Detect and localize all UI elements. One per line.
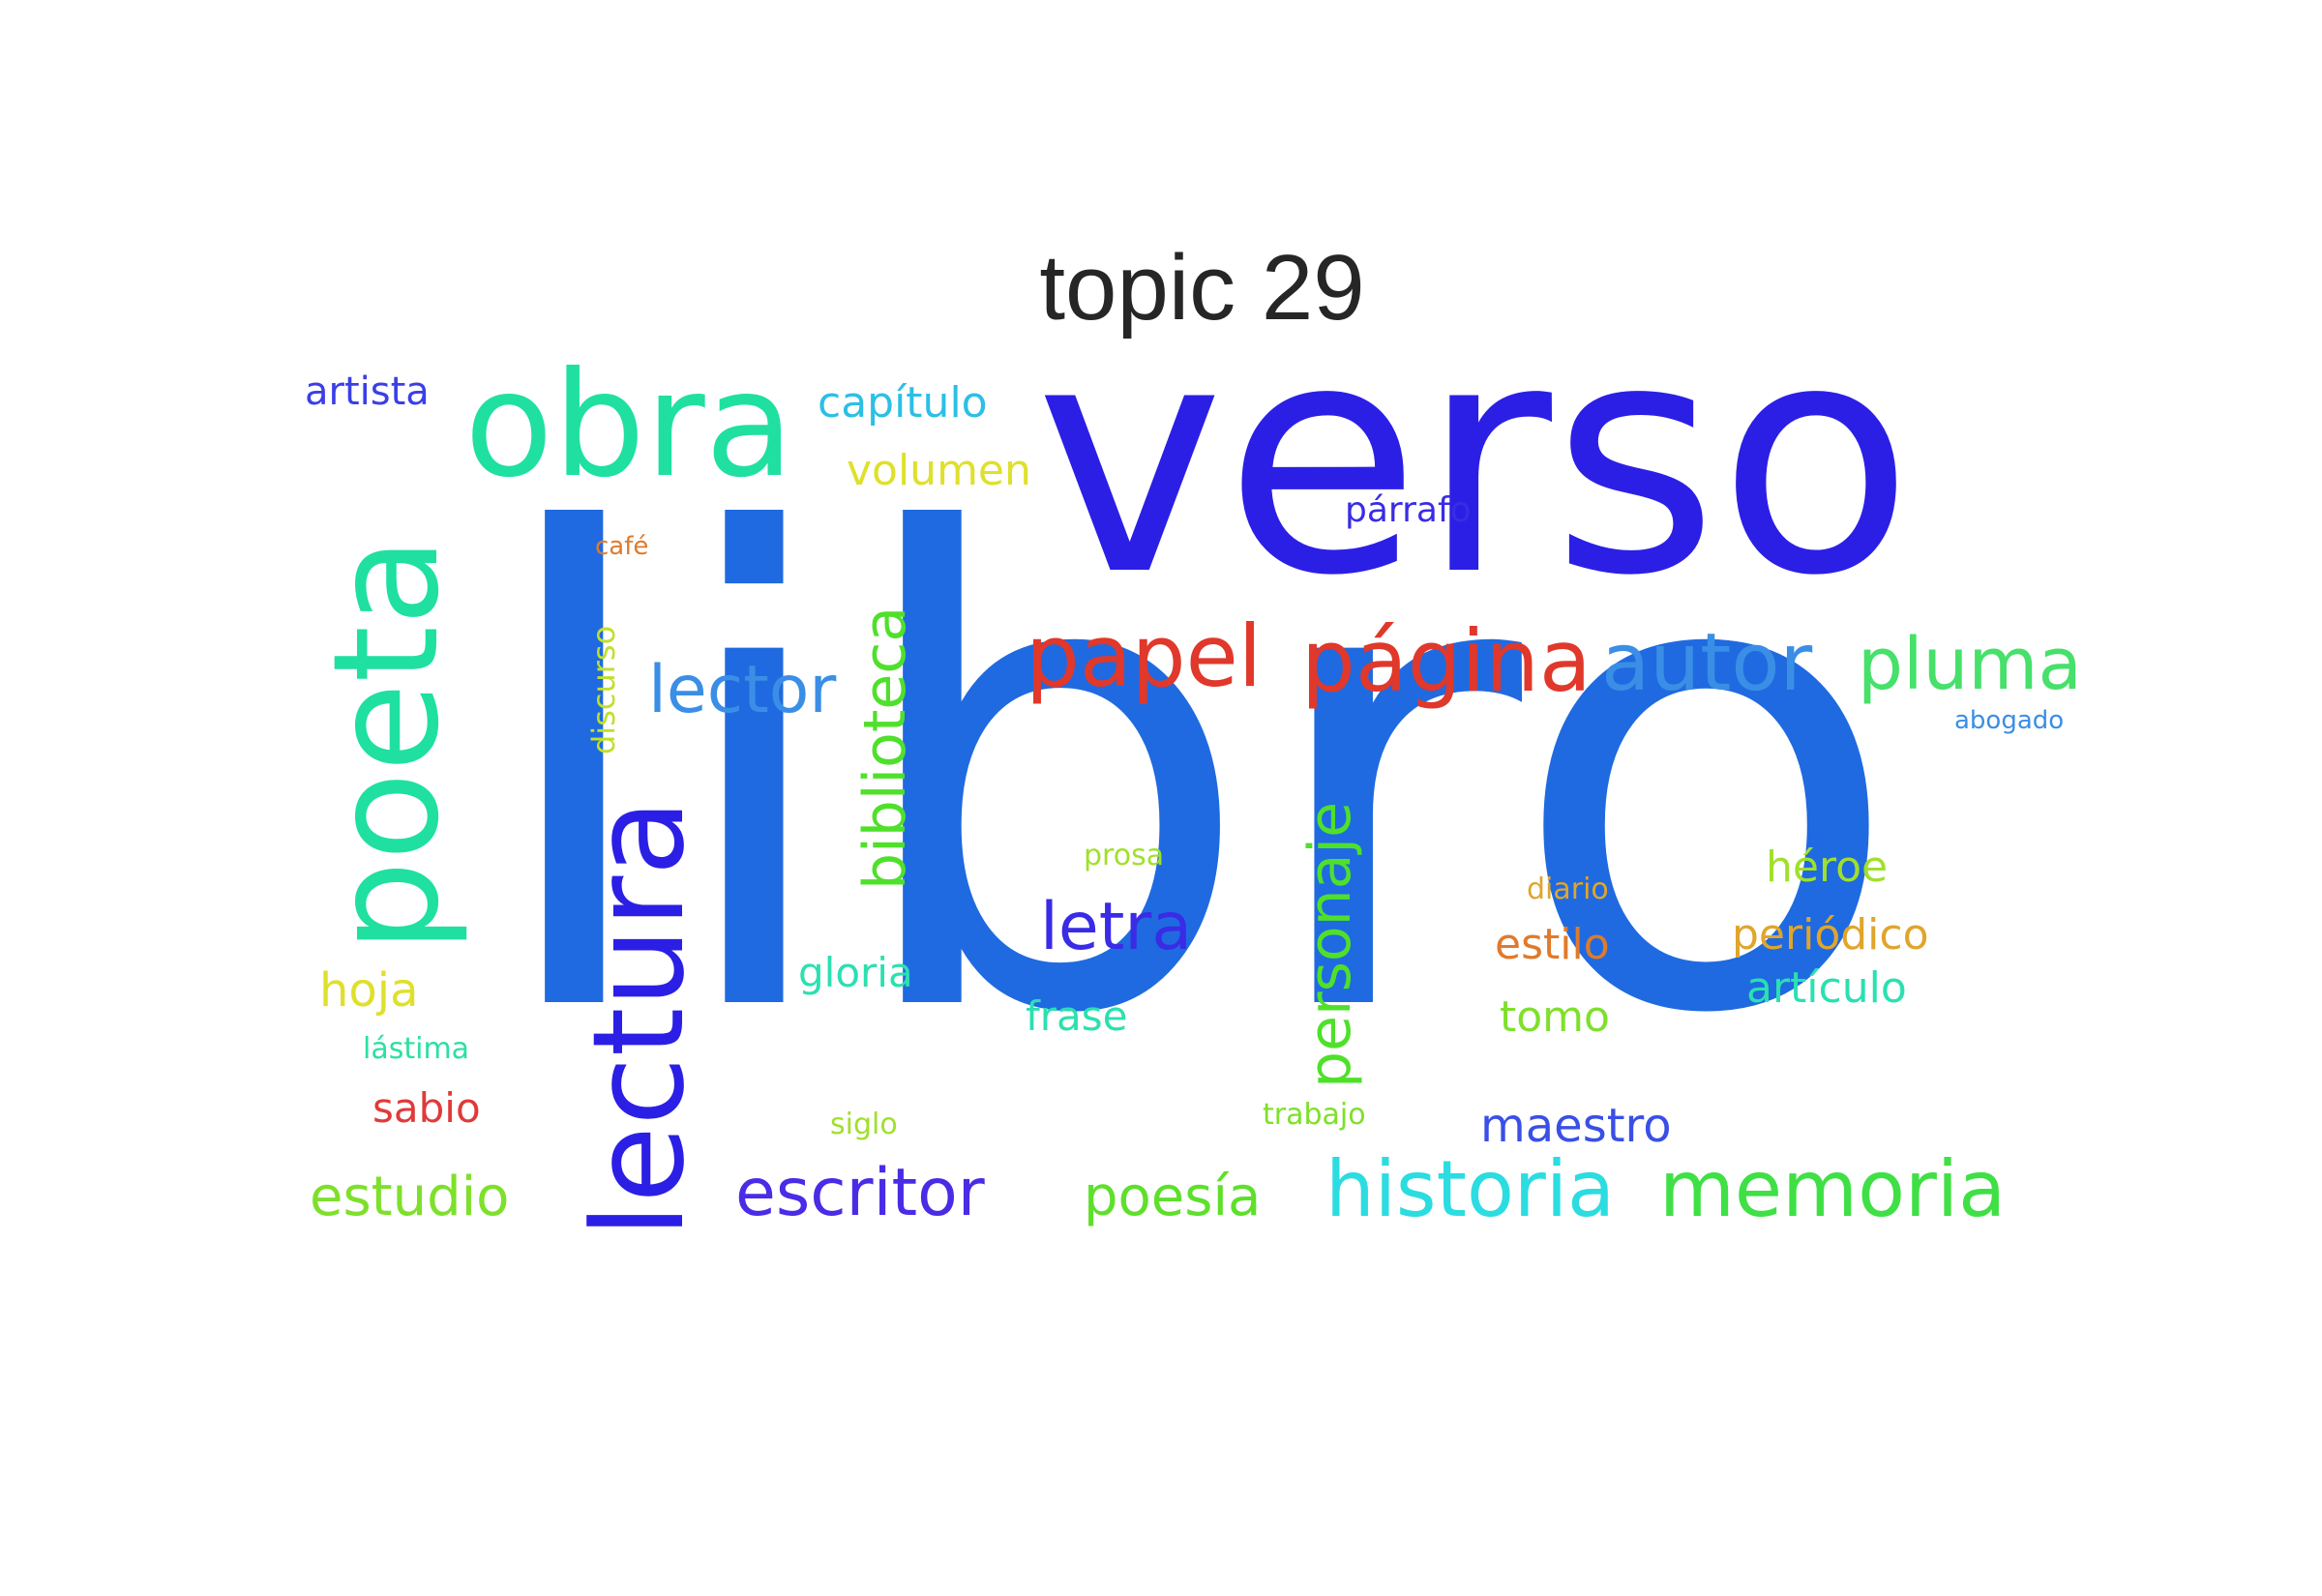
word-capitulo: capítulo — [818, 378, 988, 428]
word-historia: historia — [1325, 1144, 1616, 1234]
word-escritor: escritor — [735, 1155, 985, 1231]
word-discurso: discurso — [585, 625, 622, 754]
word-lector: lector — [648, 652, 837, 728]
word-letra: letra — [1040, 889, 1193, 965]
word-personaje: personaje — [1296, 801, 1364, 1088]
word-siglo: siglo — [830, 1108, 898, 1141]
word-trabajo: trabajo — [1263, 1098, 1366, 1132]
word-parrafo: párrafo — [1345, 490, 1472, 530]
word-estilo: estilo — [1495, 920, 1610, 969]
word-tomo: tomo — [1500, 992, 1610, 1042]
word-gloria: gloria — [798, 949, 913, 996]
word-diario: diario — [1527, 872, 1609, 906]
word-papel: papel — [1026, 606, 1263, 706]
word-poeta: poeta — [303, 536, 471, 953]
word-pluma: pluma — [1858, 623, 2082, 706]
word-abogado: abogado — [1954, 706, 2065, 735]
word-lastima: lástima — [363, 1032, 470, 1066]
word-periodico: periódico — [1732, 910, 1929, 960]
word-lectura: lectura — [565, 798, 712, 1238]
word-autor: autor — [1601, 617, 1813, 709]
word-heroe: héroe — [1766, 842, 1889, 892]
word-biblioteca: biblioteca — [851, 606, 919, 890]
word-obra: obra — [464, 341, 794, 510]
word-volumen: volumen — [847, 446, 1031, 495]
page-title: topic 29 — [1039, 236, 1365, 340]
word-memoria: memoria — [1659, 1144, 2007, 1234]
word-cafe: café — [595, 532, 649, 561]
word-hoja: hoja — [319, 963, 419, 1018]
word-maestro: maestro — [1480, 1099, 1672, 1153]
word-frase: frase — [1026, 992, 1128, 1040]
word-verso: verso — [1035, 274, 1914, 645]
word-poesia: poesía — [1084, 1166, 1262, 1228]
word-artista: artista — [305, 369, 430, 414]
word-sabio: sabio — [372, 1084, 481, 1132]
word-pagina: página — [1301, 611, 1592, 711]
word-articulo: artículo — [1746, 963, 1907, 1013]
word-libro: libro — [484, 401, 1905, 1156]
word-estudio: estudio — [310, 1166, 510, 1228]
word-prosa: prosa — [1084, 839, 1165, 872]
